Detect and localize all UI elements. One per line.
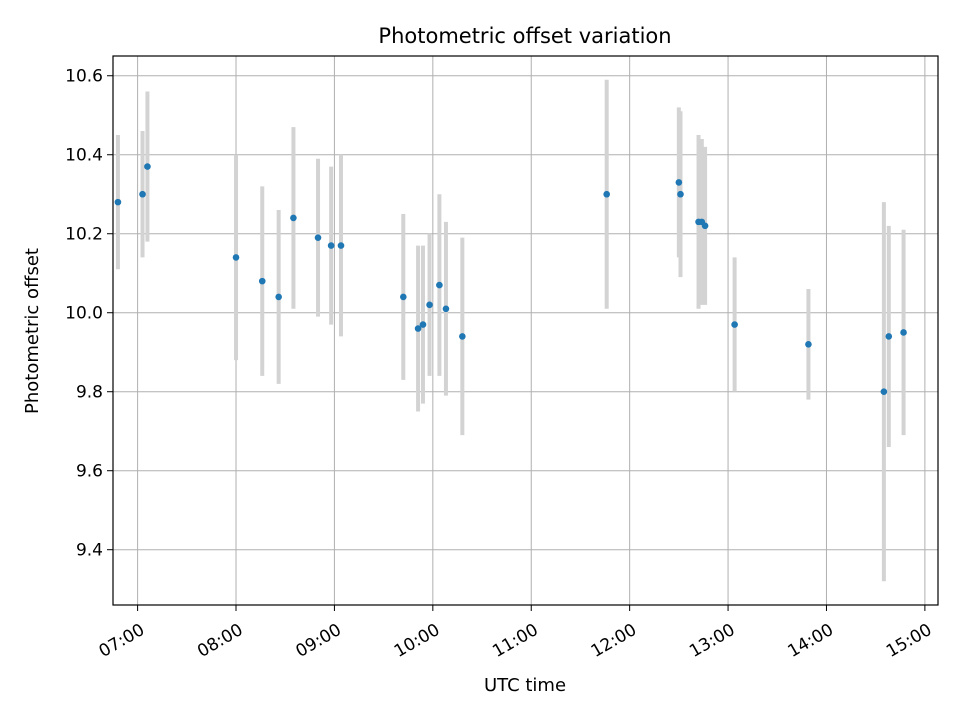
- data-point: [731, 321, 738, 328]
- y-tick-label: 9.6: [76, 462, 103, 482]
- data-point: [805, 341, 812, 348]
- y-tick-label: 10.2: [65, 225, 103, 245]
- data-point: [232, 254, 240, 261]
- data-point: [677, 190, 684, 198]
- data-point: [139, 190, 146, 198]
- plot-frame: [112, 55, 939, 606]
- data-point: [337, 242, 345, 249]
- y-tick-label: 10.6: [65, 67, 103, 87]
- y-tick-label: 10.0: [65, 304, 103, 324]
- data-point: [436, 281, 443, 289]
- y-tick-label: 9.4: [76, 541, 103, 561]
- data-point: [144, 163, 151, 170]
- data-point: [603, 190, 610, 198]
- chart-title: Photometric offset variation: [378, 24, 671, 48]
- x-axis-label: UTC time: [484, 675, 566, 696]
- data-point: [426, 301, 433, 309]
- data-point: [459, 333, 466, 340]
- data-point: [900, 329, 907, 336]
- data-point: [114, 198, 122, 206]
- y-tick-label: 9.8: [76, 383, 103, 403]
- data-point: [414, 325, 422, 332]
- data-point: [885, 333, 893, 340]
- data-point: [258, 277, 266, 285]
- data-points: [114, 163, 907, 396]
- data-point: [701, 222, 709, 230]
- data-point: [327, 242, 335, 249]
- data-point: [675, 179, 683, 186]
- y-tick-label: 10.4: [65, 146, 103, 166]
- data-point: [400, 293, 407, 301]
- data-point: [275, 293, 282, 301]
- data-point: [442, 305, 450, 313]
- grid: [113, 56, 938, 605]
- y-axis-label: Photometric offset: [22, 248, 43, 414]
- data-point: [314, 234, 322, 241]
- data-point: [290, 214, 297, 222]
- data-point: [880, 388, 888, 396]
- data-point: [419, 321, 427, 328]
- y-axis-ticks: 9.4 9.6 9.8 10.0 10.2 10.4 10.6: [65, 67, 113, 561]
